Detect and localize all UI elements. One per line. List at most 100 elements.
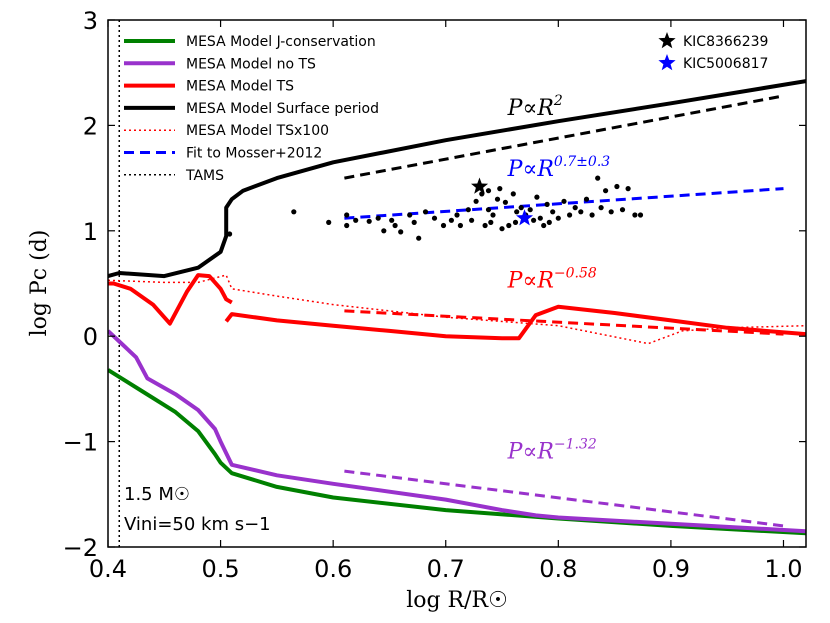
scatter-point [625,186,631,192]
star-kic5006817 [516,209,534,226]
annotation-exponent: −0.58 [554,266,597,282]
x-tick-label: 0.7 [427,555,465,583]
y-tick-label: −1 [63,429,98,457]
series-line-p-r-1-32-guide [344,469,784,528]
scaling-annotation: P∝R−0.58 [507,266,597,294]
annotation-exponent: −1.32 [554,436,597,452]
scatter-point [381,228,387,234]
series-line-mesa-model-j-conservation [108,368,806,536]
legend-label-fit-to-mosser-2012: Fit to Mosser+2012 [186,146,322,162]
scatter-point [398,229,404,235]
x-tick-label: 0.4 [89,555,127,583]
x-tick-label: 1.0 [764,555,802,583]
legend-label-kic8366239: KIC8366239 [683,34,768,50]
scatter-point [469,217,475,223]
plot-clip-group [108,20,806,547]
series-line-mesa-model-tsx100 [108,274,806,345]
scatter-point [344,222,350,229]
scatter-point [488,219,494,225]
annotation-base: P∝R [507,157,554,182]
scatter-point [457,222,463,229]
series-line-p-r-0-58-guide [344,309,784,336]
series-line-mesa-model-ts-branch [224,304,806,341]
scatter-point [546,219,552,225]
star-legend: KIC8366239 KIC5006817 [658,32,768,72]
scatter-point [537,215,543,221]
x-tick-label: 0.9 [652,555,690,583]
x-tick-label: 0.5 [201,555,239,583]
scatter-point [448,217,454,223]
series-line-p-r-2-guide [344,94,784,180]
scatter-point [490,212,496,218]
legend-label-mesa-model-tsx100: MESA Model TSx100 [186,123,329,139]
legend: MESA Model J-conservation MESA Model no T… [124,34,379,184]
y-tick-label: 0 [83,323,98,351]
scatter-point [550,209,556,215]
legend-label-mesa-model-surface-period: MESA Model Surface period [186,101,379,117]
star-kic8366239 [471,177,489,194]
scaling-annotation: P∝R−1.32 [507,436,597,464]
scatter-point [637,212,644,218]
series-line-mesa-model-surface-period [108,79,806,279]
scatter-point [482,222,488,229]
scatter-point [497,186,503,192]
scatter-point [499,226,505,232]
scatter-point [353,217,359,223]
legend-star-kic5006817 [658,54,676,71]
scatter-point [512,219,519,225]
scatter-point [506,222,512,229]
legend-label-kic5006817: KIC5006817 [683,56,768,72]
scatter-point [473,198,479,204]
scatter-point [411,219,417,225]
legend-label-mesa-model-ts: MESA Model TS [186,79,294,95]
scatter-point [619,207,626,213]
scatter-point [510,191,516,197]
scatter-point [392,222,398,229]
annotation-base: P∝R [507,439,554,464]
scatter-point [407,212,413,218]
scatter-point [578,209,584,215]
scatter-point [534,194,540,200]
scatter-point [431,215,438,221]
scatter-point [541,222,547,229]
plot-area [108,20,806,547]
scatter-point [440,222,447,229]
scatter-point [326,219,332,225]
scatter-point [531,217,537,223]
scatter-point [603,188,609,194]
scatter-point [375,215,381,221]
legend-label-mesa-model-no-ts: MESA Model no TS [186,56,316,72]
scatter-point [422,209,429,215]
scatter-point [485,188,492,194]
scatter-point [589,212,595,218]
y-tick-label: 3 [83,7,98,35]
annotation-base: P∝R [507,96,554,121]
scatter-point [344,212,350,218]
mass-note: 1.5 M☉ [124,484,190,505]
scatter-point [544,201,550,207]
x-axis-label: log R/R☉ [406,588,508,613]
annotation-exponent: 0.7±0.3 [554,154,610,170]
x-tick-label: 0.8 [539,555,577,583]
series-line-mesa-model-ts [108,273,233,326]
legend-star-kic8366239 [658,32,676,49]
scatter-point [583,196,590,202]
annotation-exponent: 2 [553,93,563,109]
legend-label-mesa-model-j-conservation: MESA Model J-conservation [186,34,376,50]
axis-ticks: 0.4 0.5 0.6 0.7 0.8 0.9 1.0 −2 −1 0 1 2 3 [63,7,806,583]
annotations: P∝R2P∝R0.7±0.3P∝R−0.58P∝R−1.32 [507,93,611,465]
scatter-point [527,207,533,213]
scatter-point [291,209,297,215]
y-axis-label: log Pc (d) [27,230,52,337]
y-tick-label: −2 [63,534,98,562]
scatter-point [416,235,422,241]
scatter-point [595,175,601,181]
scatter-point [608,209,614,215]
series-line-mesa-model-no-ts [108,329,806,534]
plot-frame [107,19,807,548]
x-tick-label: 0.6 [314,555,352,583]
scatter-point [389,217,395,223]
velocity-note: Vini=50 km s−1 [124,514,271,535]
scatter-point [632,212,638,218]
